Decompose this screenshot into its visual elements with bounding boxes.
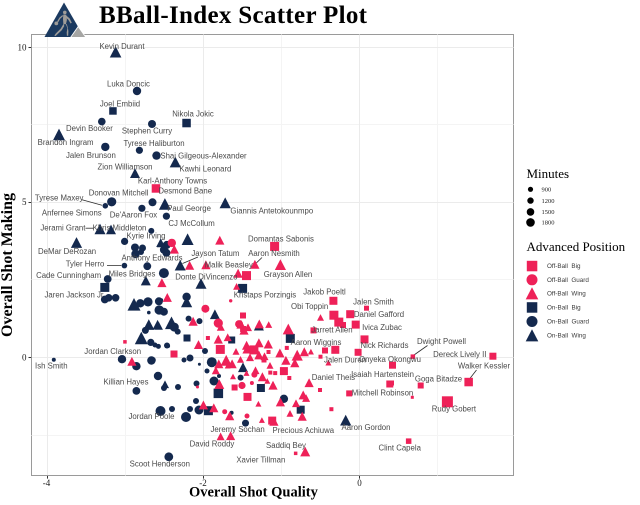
svg-text:-2: -2: [199, 478, 207, 488]
svg-text:Jaren Jackson Jr: Jaren Jackson Jr: [45, 290, 104, 299]
svg-text:Luka Doncic: Luka Doncic: [107, 80, 150, 89]
svg-text:Grayson Allen: Grayson Allen: [264, 270, 313, 279]
svg-text:Anfernee Simons: Anfernee Simons: [42, 209, 102, 218]
svg-text:On-Ball Big: On-Ball Big: [547, 305, 581, 312]
svg-text:Aaron Nesmith: Aaron Nesmith: [248, 249, 300, 258]
svg-text:Shai Gilgeous-Alexander: Shai Gilgeous-Alexander: [160, 151, 247, 160]
svg-text:DeMar DeRozan: DeMar DeRozan: [38, 247, 96, 256]
svg-text:Kawhi Leonard: Kawhi Leonard: [179, 165, 231, 174]
svg-text:Jeremy Sochan: Jeremy Sochan: [211, 425, 265, 434]
svg-text:De'Aaron Fox: De'Aaron Fox: [110, 211, 158, 220]
svg-text:Nick Richards: Nick Richards: [360, 341, 408, 350]
svg-text:Onyeka Okongwu: Onyeka Okongwu: [359, 355, 421, 364]
svg-text:1500: 1500: [542, 209, 555, 216]
svg-text:CJ McCollum: CJ McCollum: [168, 219, 214, 228]
svg-text:Joel Embiid: Joel Embiid: [100, 99, 140, 108]
svg-text:Jayson Tatum: Jayson Tatum: [191, 249, 239, 258]
svg-text:Dereck Lively II: Dereck Lively II: [433, 350, 486, 359]
svg-text:0: 0: [22, 353, 27, 363]
svg-text:Jalen Brunson: Jalen Brunson: [66, 151, 116, 160]
svg-text:Tyrese Maxey: Tyrese Maxey: [35, 193, 84, 202]
svg-text:Tyler Herro: Tyler Herro: [66, 260, 105, 269]
svg-text:On-Ball Wing: On-Ball Wing: [547, 333, 586, 340]
svg-text:Daniel Gafford: Daniel Gafford: [354, 310, 404, 319]
svg-text:On-Ball Guard: On-Ball Guard: [547, 319, 589, 326]
svg-text:Devin Booker: Devin Booker: [66, 124, 113, 133]
svg-text:Dwight Powell: Dwight Powell: [417, 337, 466, 346]
svg-text:Aaron Wiggins: Aaron Wiggins: [291, 338, 342, 347]
svg-text:Advanced Position: Advanced Position: [527, 239, 626, 254]
svg-text:1200: 1200: [542, 198, 555, 205]
svg-text:Saddiq Bey: Saddiq Bey: [266, 441, 306, 450]
svg-text:1800: 1800: [542, 220, 555, 227]
svg-text:Nikola Jokic: Nikola Jokic: [172, 110, 214, 119]
svg-text:Domantas Sabonis: Domantas Sabonis: [248, 235, 314, 244]
svg-text:Mitchell Robinson: Mitchell Robinson: [352, 388, 414, 397]
svg-text:Kyrie Irving: Kyrie Irving: [127, 232, 166, 241]
svg-text:Zion Williamson: Zion Williamson: [97, 163, 152, 172]
svg-text:Giannis Antetokounmpo: Giannis Antetokounmpo: [230, 207, 313, 216]
svg-text:David Roddy: David Roddy: [190, 440, 235, 449]
svg-text:Goga Bitadze: Goga Bitadze: [415, 375, 462, 384]
svg-text:Cade Cunningham: Cade Cunningham: [36, 271, 101, 280]
svg-text:Brandon Ingram: Brandon Ingram: [38, 138, 94, 147]
svg-text:Malik Beasley: Malik Beasley: [205, 261, 253, 270]
svg-text:Paul George: Paul George: [167, 204, 211, 213]
svg-text:Jalen Duren: Jalen Duren: [324, 355, 366, 364]
svg-text:Jordan Poole: Jordan Poole: [129, 412, 175, 421]
svg-text:Jarrett Allen: Jarrett Allen: [311, 326, 352, 335]
svg-text:Tyrese Haliburton: Tyrese Haliburton: [123, 139, 184, 148]
svg-text:Precious Achiuwa: Precious Achiuwa: [273, 426, 335, 435]
svg-text:Clint Capela: Clint Capela: [378, 444, 421, 453]
svg-text:Overall Shot Making: Overall Shot Making: [0, 193, 16, 337]
svg-text:Isaiah Hartenstein: Isaiah Hartenstein: [351, 370, 414, 379]
svg-text:Obi Toppin: Obi Toppin: [291, 302, 328, 311]
svg-text:Miles Bridges: Miles Bridges: [109, 270, 156, 279]
svg-text:Anthony Edwards: Anthony Edwards: [121, 254, 182, 263]
svg-text:Jakob Poeltl: Jakob Poeltl: [303, 287, 346, 296]
svg-text:Karl-Anthony Towns: Karl-Anthony Towns: [138, 177, 207, 186]
svg-text:0: 0: [357, 478, 362, 488]
svg-text:900: 900: [542, 187, 552, 194]
svg-text:Jordan Clarkson: Jordan Clarkson: [84, 347, 141, 356]
svg-text:Donte DiVincenzo: Donte DiVincenzo: [175, 273, 238, 282]
svg-text:Donovan Mitchell: Donovan Mitchell: [89, 188, 149, 197]
svg-text:BBall-Index Scatter Plot: BBall-Index Scatter Plot: [99, 2, 368, 29]
svg-text:5: 5: [22, 197, 27, 207]
svg-text:Stephen Curry: Stephen Curry: [122, 127, 172, 136]
svg-text:Kevin Durant: Kevin Durant: [99, 42, 145, 51]
svg-text:Ivica Zubac: Ivica Zubac: [362, 323, 402, 332]
svg-text:Off-Ball Wing: Off-Ball Wing: [547, 291, 586, 298]
svg-text:10: 10: [18, 43, 28, 53]
svg-text:Jerami Grant: Jerami Grant: [40, 223, 86, 232]
svg-text:Daniel Theis: Daniel Theis: [312, 373, 355, 382]
svg-text:Overall Shot Quality: Overall Shot Quality: [189, 485, 319, 501]
svg-text:Off-Ball Big: Off-Ball Big: [547, 263, 581, 270]
svg-text:Khris Middleton: Khris Middleton: [93, 224, 147, 233]
svg-text:Rudy Gobert: Rudy Gobert: [432, 405, 477, 414]
svg-text:Ish Smith: Ish Smith: [35, 362, 68, 371]
svg-text:Killian Hayes: Killian Hayes: [103, 378, 148, 387]
svg-text:Kristaps Porzingis: Kristaps Porzingis: [234, 290, 296, 299]
svg-text:Desmond Bane: Desmond Bane: [158, 186, 212, 195]
svg-text:Walker Kessler: Walker Kessler: [458, 362, 511, 371]
svg-text:Off-Ball Guard: Off-Ball Guard: [547, 277, 589, 284]
svg-text:Scoot Henderson: Scoot Henderson: [130, 460, 190, 469]
svg-text:Aaron Gordon: Aaron Gordon: [342, 423, 391, 432]
svg-text:Jalen Smith: Jalen Smith: [353, 297, 394, 306]
svg-text:-4: -4: [43, 478, 51, 488]
svg-text:Xavier Tillman: Xavier Tillman: [236, 456, 285, 465]
svg-text:Minutes: Minutes: [527, 166, 570, 181]
